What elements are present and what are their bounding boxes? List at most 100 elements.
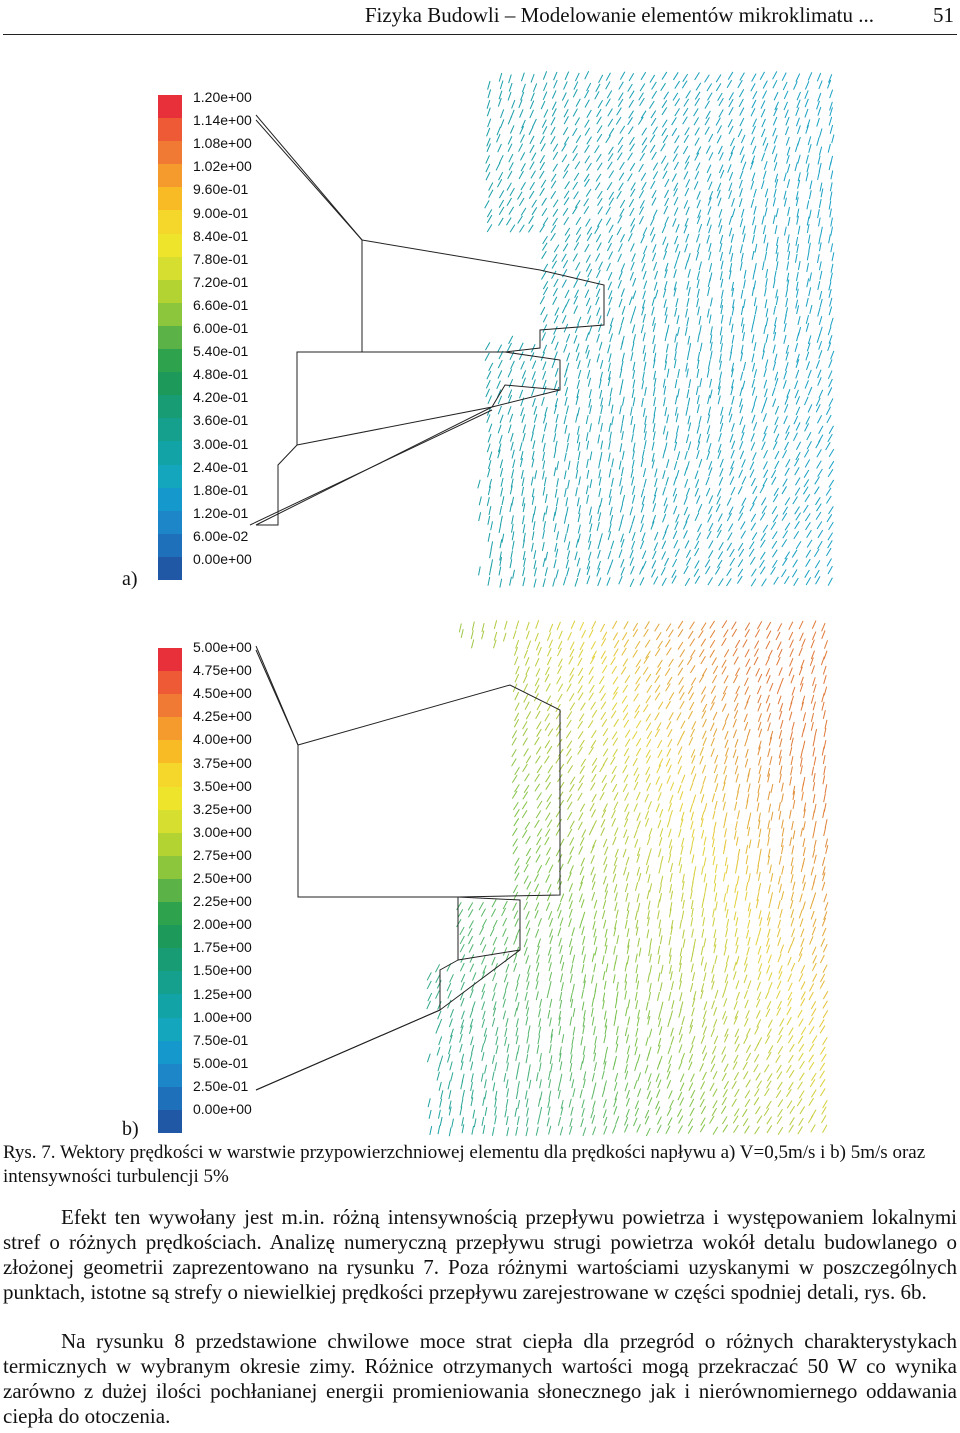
velocity-vector [696,298,699,308]
velocity-vector [535,991,539,1001]
velocity-vector [723,755,728,765]
velocity-vector [719,271,723,281]
velocity-vector [831,134,835,144]
legend-swatch [158,809,182,833]
velocity-vector [508,74,512,84]
velocity-vector [678,685,684,694]
velocity-vector [557,1116,562,1126]
velocity-vector [491,1071,495,1081]
velocity-vector [592,1126,597,1136]
velocity-vector [612,620,618,630]
velocity-vector [816,100,821,110]
velocity-vector [640,488,645,498]
velocity-vector [751,362,756,372]
velocity-vector [797,1009,803,1018]
velocity-vector [697,333,700,343]
velocity-vector [640,503,645,513]
velocity-vector [633,1080,638,1090]
velocity-vector [643,440,647,450]
velocity-vector [823,650,828,660]
velocity-vector [643,245,648,255]
velocity-vector [580,899,585,908]
velocity-vector [624,1123,629,1133]
velocity-vector [498,206,505,215]
velocity-vector [634,666,641,675]
velocity-vector [651,90,658,99]
velocity-vector [683,200,689,209]
velocity-vector [818,350,823,359]
velocity-vector [579,866,584,876]
velocity-vector [730,137,735,147]
velocity-vector [807,72,813,81]
velocity-vector [629,506,634,516]
velocity-vector [759,484,765,494]
velocity-vector [515,1027,519,1037]
velocity-vector [800,749,804,759]
velocity-vector [522,674,528,684]
velocity-vector [761,404,766,414]
velocity-vector [750,180,755,190]
velocity-vector [611,702,618,711]
velocity-vector [644,810,650,820]
velocity-vector [659,935,663,945]
velocity-vector [778,730,783,739]
velocity-vector [734,1028,740,1038]
velocity-vector [822,754,826,765]
velocity-vector [634,882,639,891]
velocity-vector [737,848,741,858]
velocity-vector [662,170,668,180]
velocity-vector [565,748,572,757]
velocity-vector [520,152,526,161]
velocity-vector [448,1106,452,1116]
velocity-vector [802,712,807,722]
velocity-vector [620,567,625,576]
legend-tick-label: 1.50e+00 [193,962,252,979]
velocity-vector [569,1117,573,1127]
velocity-vector [624,990,627,1000]
velocity-vector [548,864,554,873]
velocity-vector [594,91,600,100]
velocity-vector [707,360,711,370]
velocity-vector [620,316,625,326]
velocity-vector [766,703,771,712]
velocity-vector [784,362,789,371]
legend-tick-label: 4.00e+00 [193,731,252,748]
velocity-vector [705,476,710,486]
velocity-vector [755,1106,761,1115]
velocity-vector [756,865,760,875]
velocity-vector [572,1088,576,1098]
velocity-vector [735,917,739,927]
velocity-vector [565,497,569,507]
velocity-vector [529,144,535,154]
velocity-vector [829,297,833,307]
velocity-vector [773,107,778,117]
velocity-vector [575,396,579,405]
velocity-vector [728,506,734,515]
velocity-vector [722,793,726,802]
velocity-vector [590,855,595,864]
velocity-vector [829,191,833,201]
velocity-vector [608,296,613,306]
velocity-vector [785,351,789,361]
velocity-vector [751,155,756,165]
velocity-vector [767,722,771,732]
velocity-vector [734,883,738,894]
velocity-vector [714,892,718,902]
velocity-vector [531,513,535,523]
velocity-vector [703,857,707,867]
velocity-vector [541,332,547,341]
velocity-vector [685,308,688,318]
velocity-vector [674,108,680,117]
velocity-vector [777,900,781,910]
velocity-vector [828,334,833,344]
velocity-vector [589,405,592,415]
velocity-vector [539,224,546,233]
velocity-vector [819,290,823,300]
velocity-vector [579,739,585,748]
velocity-vector [630,224,636,233]
velocity-vector [591,709,598,718]
velocity-vector [624,792,630,801]
velocity-vector [745,1079,751,1088]
velocity-vector [567,479,570,489]
velocity-vector [602,838,608,848]
